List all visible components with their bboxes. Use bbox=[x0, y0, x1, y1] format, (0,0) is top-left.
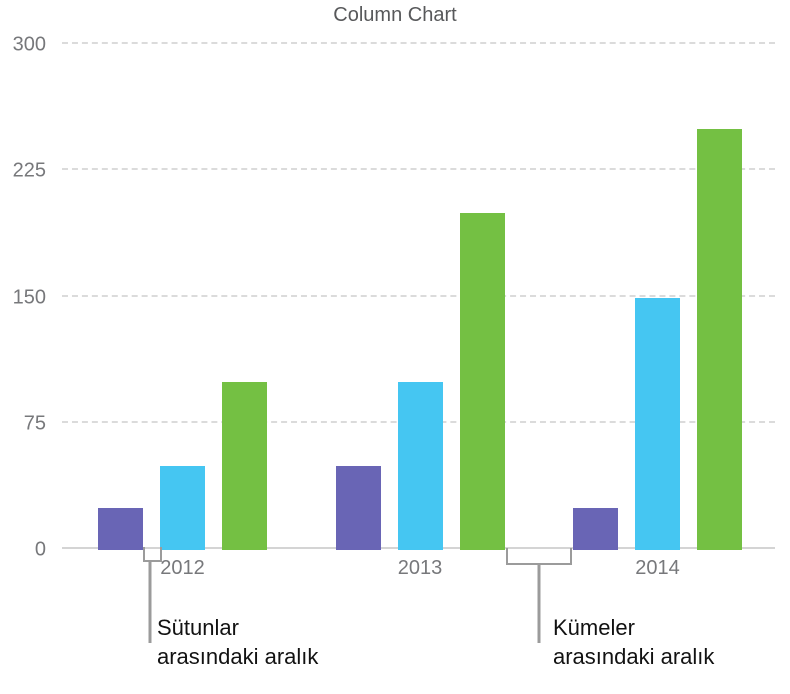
gridline-225 bbox=[62, 168, 775, 171]
gridline-300 bbox=[62, 42, 775, 44]
columns-gap-annotation: Sütunlar arasındaki aralık bbox=[157, 613, 318, 671]
y-axis: 0 75 150 225 300 bbox=[0, 34, 52, 561]
columns-gap-annotation-line2: arasındaki aralık bbox=[157, 644, 319, 670]
clusters bbox=[62, 45, 775, 550]
bar-series-3-green-2014 bbox=[697, 129, 742, 550]
bar-series-3-green-2013 bbox=[459, 213, 505, 550]
bar-series-2-cyan-2014 bbox=[635, 297, 680, 550]
y-tick-label-225: 225 bbox=[12, 159, 46, 182]
y-tick-label-300: 300 bbox=[12, 33, 46, 56]
y-tick-label-75: 75 bbox=[23, 412, 46, 435]
x-axis-labels: 2012 2013 2014 bbox=[62, 557, 775, 580]
plot-area bbox=[62, 42, 775, 550]
bar-cluster-2013 bbox=[335, 45, 505, 550]
bar-cluster-2012 bbox=[98, 45, 267, 550]
bar-series-1-purple-2012 bbox=[98, 507, 143, 550]
clusters-gap-annotation-line2: arasındaki aralık bbox=[553, 644, 715, 670]
bar-cluster-2014 bbox=[573, 45, 742, 550]
y-tick-label-150: 150 bbox=[12, 286, 46, 308]
bar-series-1-purple-2014 bbox=[573, 507, 618, 550]
x-tick-label-2014: 2014 bbox=[635, 557, 680, 579]
bar-series-2-cyan-2012 bbox=[160, 465, 205, 550]
bar-series-3-green-2012 bbox=[222, 381, 267, 550]
chart-title: Column Chart bbox=[333, 4, 457, 26]
bar-series-2-cyan-2013 bbox=[397, 381, 443, 550]
bar-series-1-purple-2013 bbox=[335, 465, 381, 550]
gridline-150 bbox=[62, 294, 775, 297]
clusters-gap-annotation-line1: Kümeler bbox=[553, 615, 635, 640]
x-tick-label-2013: 2013 bbox=[397, 557, 443, 579]
x-tick-label-2012: 2012 bbox=[160, 557, 205, 579]
y-tick-label-0: 0 bbox=[34, 538, 46, 561]
columns-gap-annotation-line1: Sütunlar bbox=[157, 615, 239, 640]
clusters-gap-annotation: Kümeler arasındaki aralık bbox=[553, 613, 714, 671]
